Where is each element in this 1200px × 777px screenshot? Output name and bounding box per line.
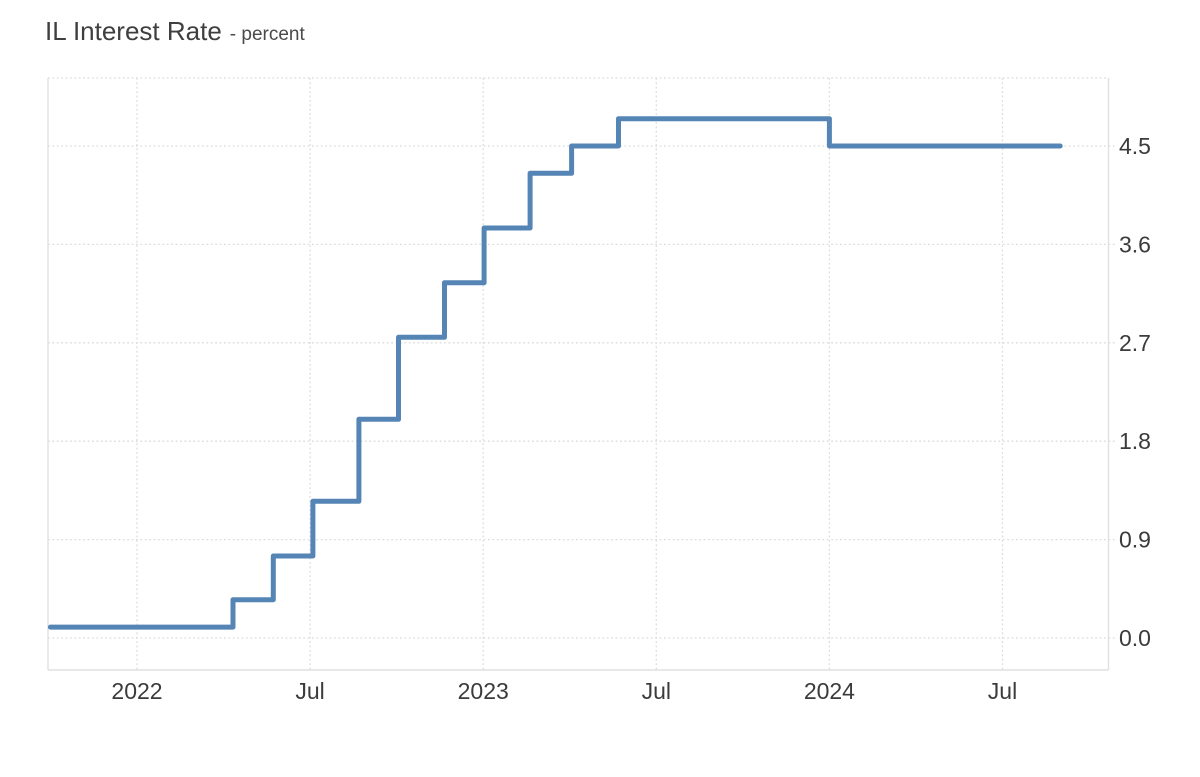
- chart-subtitle: - percent: [229, 24, 305, 45]
- x-tick-label: Jul: [642, 678, 671, 704]
- chart-title: IL Interest Rate: [45, 16, 222, 46]
- x-tick-label: 2023: [458, 678, 509, 704]
- x-tick-label: Jul: [295, 678, 324, 704]
- series-line: [47, 116, 1063, 630]
- x-tick-label: 2022: [111, 678, 162, 704]
- plot-area[interactable]: [48, 78, 1109, 670]
- x-tick-label: 2024: [804, 678, 855, 704]
- chart-header: IL Interest Rate - percent: [45, 16, 305, 47]
- y-tick-label: 1.8: [1119, 428, 1151, 454]
- y-tick-label: 3.6: [1119, 231, 1151, 257]
- y-tick-label: 4.5: [1119, 133, 1151, 159]
- y-tick-label: 0.0: [1119, 625, 1151, 651]
- y-tick-label: 0.9: [1119, 527, 1151, 553]
- y-tick-label: 2.7: [1119, 330, 1151, 356]
- x-tick-label: Jul: [988, 678, 1017, 704]
